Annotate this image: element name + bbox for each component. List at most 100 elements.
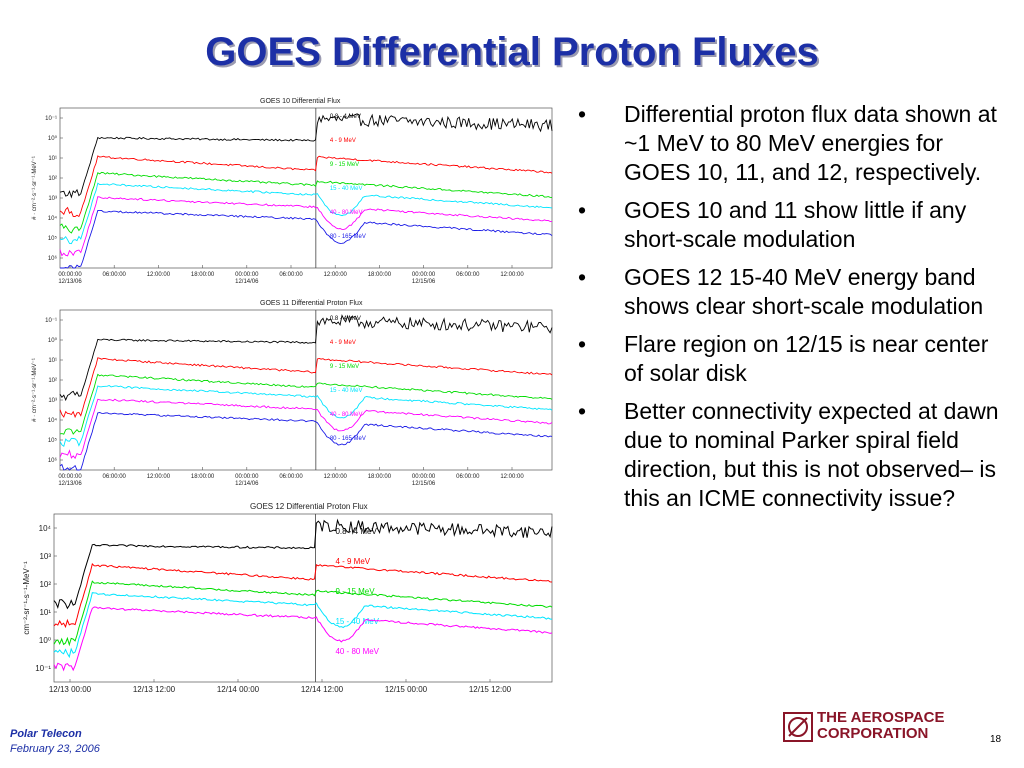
x-tick-label: 18:00:00 [368,474,392,480]
bullet-text: GOES 10 and 11 show little if any short-… [624,197,967,252]
logo-line-1: THE AEROSPACE [817,709,945,726]
aerospace-emblem-icon [783,712,813,742]
series-label: 9 - 15 MeV [330,162,359,168]
aerospace-logo: THE AEROSPACE CORPORATION [783,710,973,744]
series-line [53,580,553,647]
x-date-label: 12/13/06 [58,481,82,487]
x-tick-label: 06:00:00 [279,272,303,278]
x-tick-label: 12:00:00 [324,272,348,278]
y-tick-label: 10⁻¹ [45,318,57,324]
x-tick-label: 12/14 00:00 [217,685,260,694]
bullet-marker: • [578,331,587,357]
series-label: 40 - 80 MeV [335,647,379,656]
bullet-marker: • [578,197,587,223]
series-label: 4 - 9 MeV [335,557,370,566]
x-tick-label: 12:00:00 [500,272,524,278]
x-tick-label: 06:00:00 [456,272,480,278]
y-tick-label: 10⁶ [48,457,58,464]
y-tick-label: 10⁻¹ [45,116,57,122]
y-tick-label: 10² [39,580,51,589]
chart-title: GOES 11 Differential Proton Flux [260,300,363,307]
x-tick-label: 12/15 00:00 [385,685,428,694]
series-label: 80 - 165 MeV [330,436,366,442]
x-tick-label: 00:00:00 [58,474,82,480]
bullet-marker: • [578,398,587,424]
bullet-item: • Differential proton flux data shown at … [578,100,1008,187]
y-tick-label: 10⁵ [48,235,58,242]
x-tick-label: 18:00:00 [368,272,392,278]
x-tick-label: 00:00:00 [235,272,259,278]
goes11-flux-svg: GOES 11 Differential Proton Flux # · cm⁻²… [32,300,553,487]
series-line [59,196,552,257]
series-label: 4 - 9 MeV [330,340,356,346]
x-tick-label: 06:00:00 [279,474,303,480]
bullet-marker: • [578,264,587,290]
goes10-flux-svg: GOES 10 Differential Flux # · cm⁻²·s⁻¹·sr… [32,98,553,285]
x-tick-label: 06:00:00 [103,474,127,480]
page-number: 18 [990,734,1002,745]
y-tick-label: 10⁰ [48,337,58,344]
series-label: 40 - 80 MeV [330,210,363,216]
x-tick-label: 12:00:00 [500,474,524,480]
y-tick-label: 10⁶ [48,255,58,262]
goes11-flux-chart: GOES 11 Differential Proton Flux # · cm⁻²… [30,294,558,498]
y-tick-label: 10³ [48,196,57,202]
x-tick-label: 00:00:00 [58,272,82,278]
footer-date: February 23, 2006 [10,743,100,755]
series-label: 40 - 80 MeV [330,412,363,418]
x-tick-label: 00:00:00 [412,474,436,480]
y-tick-label: 10¹ [48,156,57,162]
y-tick-label: 10² [48,176,57,182]
series-label: 9 - 15 MeV [335,587,375,596]
x-tick-label: 06:00:00 [103,272,127,278]
series-label: 0.8 - 4 MeV [335,527,377,536]
bullet-text: Flare region on 12/15 is near center of … [624,331,989,386]
x-tick-label: 12/15 12:00 [469,685,512,694]
x-date-label: 12/15/06 [412,481,436,487]
y-tick-label: 10⁴ [48,417,58,424]
bullet-item: • Flare region on 12/15 is near center of… [578,330,1008,388]
bullet-text: Differential proton flux data shown at ~… [624,101,997,185]
y-tick-label: 10¹ [48,358,57,364]
series-line [59,412,553,471]
footer-org: Polar Telecon [10,728,82,740]
bullet-text: Better connectivity expected at dawn due… [624,398,999,511]
series-label: 15 - 40 MeV [335,617,379,626]
plot-frame [59,309,553,471]
series-line [59,398,553,460]
logo-line-2: CORPORATION [817,725,929,742]
plot-frame [59,107,553,269]
bullet-list: • Differential proton flux data shown at … [578,100,1008,522]
x-tick-label: 12/13 00:00 [49,685,92,694]
series-label: 80 - 165 MeV [330,234,366,240]
x-date-label: 12/14/06 [235,279,259,285]
series-line [59,113,553,199]
chart-title: GOES 10 Differential Flux [260,98,341,105]
x-tick-label: 18:00:00 [191,474,215,480]
bullet-item: • GOES 10 and 11 show little if any short… [578,196,1008,254]
series-line [59,155,553,218]
x-tick-label: 12/13 12:00 [133,685,176,694]
goes12-flux-svg: GOES 12 Differential Proton Flux cm⁻²-sr⁻… [22,502,553,694]
y-tick-label: 10⁰ [48,135,58,142]
y-tick-label: 10² [48,378,57,384]
y-axis-label: # · cm⁻²·s⁻¹·sr⁻¹·MeV⁻¹ [32,358,38,422]
x-tick-label: 00:00:00 [235,474,259,480]
slide-title: GOES Differential Proton Fluxes [205,30,819,74]
series-line [59,384,553,447]
x-tick-label: 18:00:00 [191,272,215,278]
y-tick-label: 10³ [39,552,51,561]
x-tick-label: 06:00:00 [456,474,480,480]
series-line [53,518,553,610]
chart-title: GOES 12 Differential Proton Flux [250,502,368,511]
y-tick-label: 10⁻¹ [35,664,51,673]
x-date-label: 12/15/06 [412,279,436,285]
x-tick-label: 00:00:00 [412,272,436,278]
y-axis-label: cm⁻²-sr⁻¹-s⁻¹-MeV⁻¹ [22,561,31,635]
series-label: 0.8 - 4 MeV [330,114,361,120]
series-line [53,592,553,659]
series-line [53,606,553,672]
plot-frame [53,513,553,683]
y-axis-label: # · cm⁻²·s⁻¹·sr⁻¹·MeV⁻¹ [32,156,38,220]
y-tick-label: 10⁴ [39,524,52,533]
